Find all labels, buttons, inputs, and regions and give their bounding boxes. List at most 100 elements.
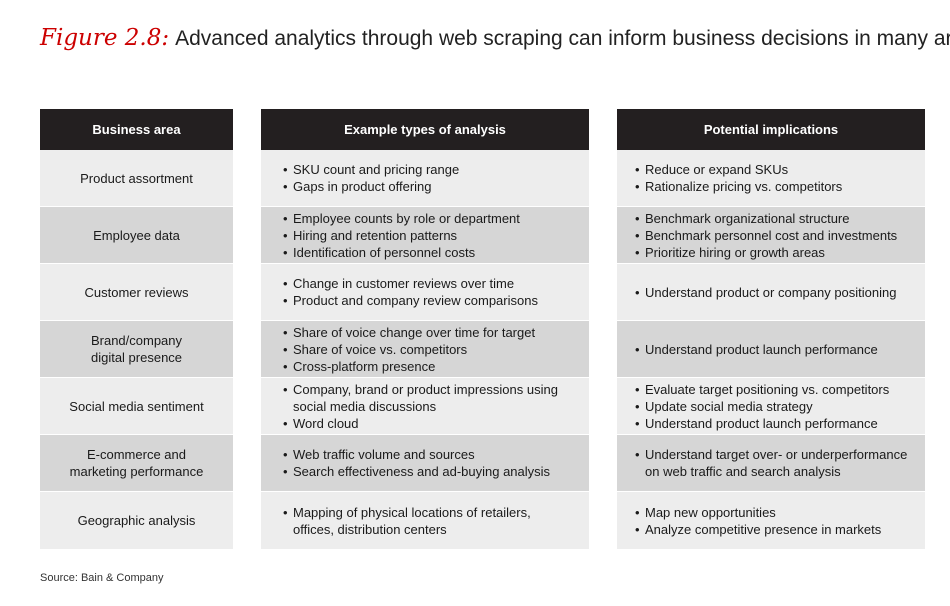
analysis-text: SKU count and pricing range xyxy=(293,162,460,177)
analysis-text: Product and company review comparisons xyxy=(293,293,538,308)
bullet-icon: • xyxy=(283,276,288,291)
implication-text: Benchmark personnel cost and investments xyxy=(645,227,898,243)
bullet-icon: • xyxy=(283,447,288,462)
implication-bullet-line: on web traffic and search analysis xyxy=(635,463,919,480)
analysis-text: Web traffic volume and sources xyxy=(293,447,475,462)
bullet-icon: • xyxy=(635,341,640,357)
implication-text: Evaluate target positioning vs. competit… xyxy=(645,381,890,397)
bullet-icon: • xyxy=(283,293,288,308)
bullet-spacer xyxy=(283,398,293,415)
bullet-icon: • xyxy=(635,521,640,537)
business-area-label: Customer reviews xyxy=(84,284,189,300)
business-area-cell: E-commerce and marketing performance xyxy=(40,435,233,492)
business-area-label: E-commerce and xyxy=(87,447,186,462)
analysis-bullet-line: • Employee counts by role or department xyxy=(283,210,583,227)
implication-text: Rationalize pricing vs. competitors xyxy=(645,179,843,194)
implication-text: Understand product launch performance xyxy=(645,415,878,431)
implication-text-continued: on web traffic and search analysis xyxy=(645,464,841,479)
bullet-icon: • xyxy=(635,284,640,300)
analysis-bullet-line: • Hiring and retention patterns xyxy=(283,227,583,244)
analysis-cell: • SKU count and pricing range • Gaps in pro… xyxy=(261,150,589,207)
analysis-text-continued: offices, distribution centers xyxy=(293,521,447,537)
analysis-text: Word cloud xyxy=(293,415,359,431)
header-analysis: Example types of analysis xyxy=(261,109,589,150)
analysis-text: Company, brand or product impressions us… xyxy=(293,381,558,397)
business-area-cell: Social media sentiment xyxy=(40,378,233,435)
figure-label: Figure 2.8: xyxy=(40,25,170,51)
implication-bullet-line: • Understand target over- or underperform… xyxy=(635,446,919,463)
implication-cell: • Evaluate target positioning vs. competi… xyxy=(617,378,925,435)
bullet-icon: • xyxy=(283,464,288,479)
business-area-cell: Product assortment xyxy=(40,150,233,207)
business-area-cells: Product assortment Employee data Customer … xyxy=(40,150,233,549)
business-area-cell: Brand/company digital presence xyxy=(40,321,233,378)
business-area-label: digital presence xyxy=(90,350,183,365)
implication-cell: • Understand product or company positioni… xyxy=(617,264,925,321)
figure-title-text: Advanced analytics through web scraping … xyxy=(175,27,950,50)
bullet-icon: • xyxy=(283,210,288,226)
analysis-text-continued: social media discussions xyxy=(293,398,437,414)
analysis-cell: • Web traffic volume and sources • Search e… xyxy=(261,435,589,492)
implication-cell: • Benchmark organizational structure • Benc… xyxy=(617,207,925,264)
bullet-icon: • xyxy=(635,210,640,226)
implication-bullet-line: • Understand product or company positioni… xyxy=(635,284,919,301)
analysis-bullet-line: • Product and company review comparisons xyxy=(283,292,583,309)
analysis-cell: • Share of voice change over time for tar… xyxy=(261,321,589,378)
implication-bullet-line: • Benchmark organizational structure xyxy=(635,210,919,227)
analysis-text: Employee counts by role or department xyxy=(293,210,520,226)
header-business-area: Business area xyxy=(40,109,233,150)
implication-cell: • Reduce or expand SKUs • Rationalize prici… xyxy=(617,150,925,207)
business-area-cell: Customer reviews xyxy=(40,264,233,321)
implication-bullet-line: • Understand product launch performance xyxy=(635,415,919,432)
header-implications: Potential implications xyxy=(617,109,925,150)
analysis-bullet-line: • Mapping of physical locations of retail… xyxy=(283,504,583,521)
analysis-bullet-line: offices, distribution centers xyxy=(283,521,583,538)
analysis-text: Share of voice vs. competitors xyxy=(293,341,468,357)
bullet-icon: • xyxy=(283,227,288,243)
implication-text: Understand target over- or underperforma… xyxy=(645,447,908,462)
bullet-icon: • xyxy=(283,381,288,397)
implication-bullet-line: • Reduce or expand SKUs xyxy=(635,161,919,178)
implication-text: Benchmark organizational structure xyxy=(645,210,850,226)
analysis-column: Example types of analysis • SKU count and… xyxy=(261,109,589,549)
analysis-bullet-line: • Share of voice change over time for tar… xyxy=(283,324,583,341)
implication-text: Update social media strategy xyxy=(645,398,813,414)
analysis-bullet-line: • Share of voice vs. competitors xyxy=(283,341,583,358)
bullet-icon: • xyxy=(283,179,288,194)
implication-text: Understand product or company positionin… xyxy=(645,284,897,300)
analysis-text: Identification of personnel costs xyxy=(293,244,476,260)
implication-cell: • Understand product launch performance xyxy=(617,321,925,378)
analysis-cell: • Company, brand or product impressions u… xyxy=(261,378,589,435)
analysis-bullet-line: • Search effectiveness and ad-buying anal… xyxy=(283,463,583,480)
analysis-cell: • Mapping of physical locations of retail… xyxy=(261,492,589,549)
bullet-icon: • xyxy=(283,162,288,177)
business-area-cell: Geographic analysis xyxy=(40,492,233,549)
figure-title: Figure 2.8: Advanced analytics through we… xyxy=(40,24,950,53)
analysis-bullet-line: • Cross-platform presence xyxy=(283,358,583,375)
bullet-icon: • xyxy=(283,358,288,374)
implication-bullet-line: • Update social media strategy xyxy=(635,398,919,415)
implication-text: Reduce or expand SKUs xyxy=(645,162,789,177)
implication-text: Analyze competitive presence in markets xyxy=(645,521,882,537)
analysis-bullet-line: • Identification of personnel costs xyxy=(283,244,583,261)
bullet-icon: • xyxy=(635,381,640,397)
bullet-icon: • xyxy=(635,415,640,431)
bullet-icon: • xyxy=(283,415,288,431)
business-area-label: marketing performance xyxy=(69,464,204,479)
implication-bullet-line: • Prioritize hiring or growth areas xyxy=(635,244,919,261)
bullet-icon: • xyxy=(283,324,288,340)
implication-bullet-line: • Analyze competitive presence in markets xyxy=(635,521,919,538)
bullet-icon: • xyxy=(635,504,640,520)
implications-cells: • Reduce or expand SKUs • Rationalize prici… xyxy=(617,150,925,549)
business-area-cell: Employee data xyxy=(40,207,233,264)
analysis-bullet-line: • Word cloud xyxy=(283,415,583,432)
analysis-cells: • SKU count and pricing range • Gaps in pro… xyxy=(261,150,589,549)
analysis-text: Cross-platform presence xyxy=(293,358,436,374)
analysis-text: Hiring and retention patterns xyxy=(293,227,458,243)
analysis-text: Mapping of physical locations of retaile… xyxy=(293,504,531,520)
implication-cell: • Understand target over- or underperform… xyxy=(617,435,925,492)
business-area-label: Employee data xyxy=(93,227,180,243)
implication-text: Prioritize hiring or growth areas xyxy=(645,244,825,260)
analysis-bullet-line: social media discussions xyxy=(283,398,583,415)
implication-bullet-line: • Evaluate target positioning vs. competi… xyxy=(635,381,919,398)
